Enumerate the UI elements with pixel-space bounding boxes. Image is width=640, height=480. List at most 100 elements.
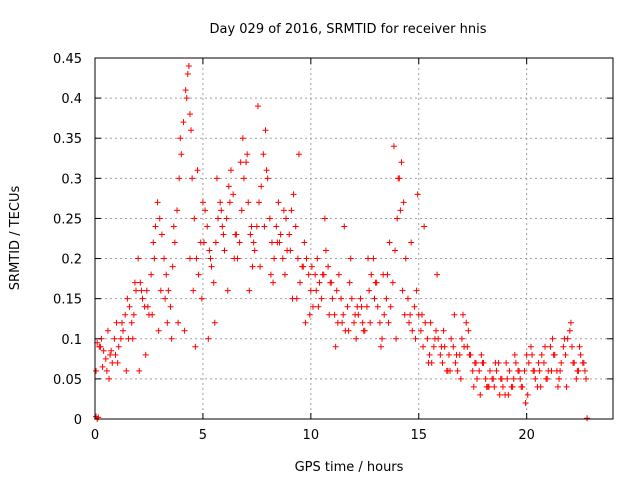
data-point — [221, 247, 228, 254]
data-point — [210, 279, 217, 286]
data-point — [103, 367, 110, 374]
data-point — [218, 207, 225, 214]
data-point — [376, 319, 383, 326]
data-point — [183, 95, 190, 102]
data-point — [314, 255, 321, 262]
data-point — [130, 311, 137, 318]
data-point — [124, 295, 131, 302]
data-point — [522, 399, 529, 406]
data-point — [373, 279, 380, 286]
data-point — [485, 383, 492, 390]
data-point — [402, 255, 409, 262]
data-point — [518, 383, 525, 390]
data-point — [493, 367, 500, 374]
data-point — [300, 263, 307, 270]
data-point — [238, 207, 245, 214]
plot-frame — [94, 57, 614, 420]
data-point — [326, 311, 333, 318]
data-point — [341, 223, 348, 230]
data-point — [374, 303, 381, 310]
data-point — [365, 255, 372, 262]
y-tick-label: 0.05 — [53, 373, 82, 388]
data-point — [517, 375, 524, 382]
data-point — [437, 351, 444, 358]
data-point — [213, 175, 220, 182]
data-point — [270, 279, 277, 286]
data-point — [262, 127, 269, 134]
data-point — [128, 319, 135, 326]
data-point — [111, 335, 118, 342]
data-point — [178, 151, 185, 158]
data-point — [188, 127, 195, 134]
data-point — [158, 231, 165, 238]
data-point — [397, 207, 404, 214]
data-point — [312, 271, 319, 278]
data-point — [413, 287, 420, 294]
data-point — [126, 303, 133, 310]
data-point — [377, 343, 384, 350]
data-point — [151, 255, 158, 262]
data-point — [368, 271, 375, 278]
data-point — [144, 303, 151, 310]
data-point — [267, 271, 274, 278]
data-point — [506, 367, 513, 374]
data-point — [288, 207, 295, 214]
data-point — [354, 303, 361, 310]
data-point — [492, 359, 499, 366]
data-point — [540, 359, 547, 366]
data-point — [204, 223, 211, 230]
data-point — [490, 375, 497, 382]
data-point — [211, 319, 218, 326]
data-point — [370, 255, 377, 262]
data-point — [558, 359, 565, 366]
data-point — [194, 167, 201, 174]
data-point — [532, 375, 539, 382]
data-point — [175, 319, 182, 326]
data-point — [404, 295, 411, 302]
data-point — [152, 223, 159, 230]
data-point — [297, 279, 304, 286]
data-point — [276, 239, 283, 246]
data-point — [338, 295, 345, 302]
data-point — [581, 367, 588, 374]
data-point — [219, 223, 226, 230]
data-point — [445, 351, 452, 358]
data-point — [294, 255, 301, 262]
data-point — [459, 311, 466, 318]
x-axis-label: GPS time / hours — [295, 460, 404, 475]
data-point — [248, 223, 255, 230]
data-point — [557, 367, 564, 374]
data-point — [138, 287, 145, 294]
data-point — [315, 303, 322, 310]
data-point — [563, 383, 570, 390]
data-point — [198, 295, 205, 302]
data-point — [560, 343, 567, 350]
data-point — [387, 303, 394, 310]
data-point — [523, 351, 530, 358]
data-point — [292, 223, 299, 230]
data-point — [424, 335, 431, 342]
data-point — [516, 367, 523, 374]
data-point — [313, 287, 320, 294]
data-point — [249, 263, 256, 270]
data-point — [434, 271, 441, 278]
data-point — [573, 375, 580, 382]
data-point — [394, 215, 401, 222]
data-point — [239, 135, 246, 142]
data-point — [243, 159, 250, 166]
data-point — [549, 335, 556, 342]
data-point — [302, 319, 309, 326]
data-point — [122, 311, 129, 318]
data-point — [206, 247, 213, 254]
data-point — [466, 351, 473, 358]
data-point — [190, 287, 197, 294]
data-point — [411, 303, 418, 310]
data-point — [389, 279, 396, 286]
data-point — [108, 347, 115, 354]
data-point — [379, 335, 386, 342]
x-tick-label: 15 — [410, 428, 427, 443]
data-point — [271, 255, 278, 262]
data-point — [93, 367, 100, 374]
data-point — [154, 199, 161, 206]
